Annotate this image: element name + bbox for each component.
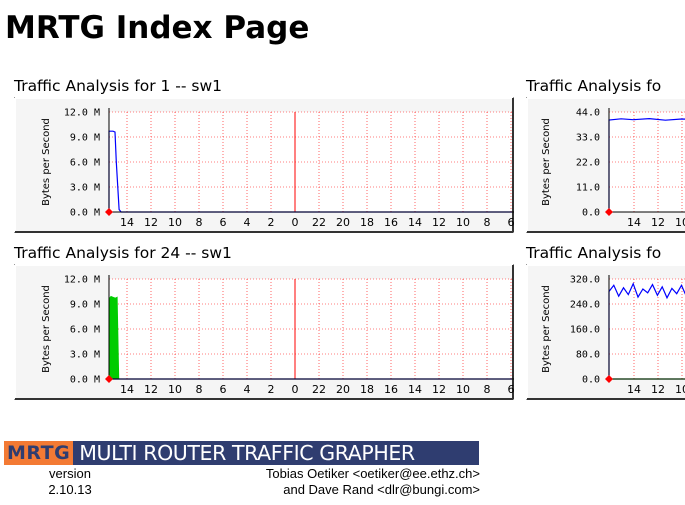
page-title: MRTG Index Page [5,10,310,46]
y-tick-label: 6.0 M [70,158,100,169]
y-tick-label: 80.0 [576,350,600,361]
x-tick-label: 14 [627,383,641,396]
y-tick-label: 9.0 M [70,133,100,144]
x-tick-label: 12 [651,383,665,396]
x-tick-label: 10 [168,383,182,396]
x-tick-label: 0 [292,383,299,396]
x-tick-label: 8 [196,383,203,396]
y-tick-label: 11.0 [576,183,600,194]
traffic-graph-port-24[interactable]: 12.0 M9.0 M6.0 M3.0 M0.0 M14 12 10 8 6 4 2 0 22 2… [14,264,514,400]
x-tick-label: 12 [432,216,446,229]
series-out-line [608,117,685,212]
panel-title-port-25[interactable]: Traffic Analysis fo [526,244,662,262]
y-axis-label: Bytes per Second [41,118,52,206]
x-tick-label: 8 [484,216,491,229]
x-tick-label: 6 [220,383,227,396]
x-tick-label: 14 [120,216,134,229]
y-axis-label: Bytes per Second [541,118,552,206]
x-tick-label: 12 [144,383,158,396]
x-tick-label: 14 [120,383,134,396]
panel-title-port-1[interactable]: Traffic Analysis for 1 -- sw1 [14,77,223,95]
origin-marker-icon [605,375,613,383]
x-tick-label: 6 [508,216,515,229]
x-tick-label: 2 [268,383,275,396]
x-tick-label: 8 [484,383,491,396]
origin-marker-icon [605,208,613,216]
logo-tagline: MULTI ROUTER TRAFFIC GRAPHER [73,441,479,465]
version-number: 2.10.13 [48,482,92,497]
x-tick-label: 10 [168,216,182,229]
panel-title-port-24[interactable]: Traffic Analysis for 24 -- sw1 [14,244,232,262]
y-tick-label: 320.0 [570,275,600,286]
author-line-1[interactable]: Tobias Oetiker <oetiker@ee.ethz.ch> [265,466,480,481]
origin-marker-icon [105,375,113,383]
y-tick-label: 0.0 [582,375,600,386]
x-tick-label: 6 [508,383,515,396]
x-tick-label: 12 [144,216,158,229]
x-tick-label: 12 [432,383,446,396]
x-tick-label: 4 [244,216,251,229]
series-in-area [108,295,120,380]
x-tick-label: 16 [384,216,398,229]
y-tick-label: 12.0 M [64,108,100,119]
y-tick-label: 3.0 M [70,350,100,361]
x-tick-label: 18 [360,216,374,229]
version-label: version [49,466,91,481]
x-tick-label: 20 [336,383,350,396]
x-tick-label: 10 [456,383,470,396]
x-tick-label: 6 [220,216,227,229]
y-tick-label: 0.0 M [70,208,100,219]
y-tick-label: 160.0 [570,325,600,336]
x-tick-label: 22 [312,383,326,396]
x-tick-label: 22 [312,216,326,229]
x-tick-label: 16 [384,383,398,396]
x-tick-label: 10 [456,216,470,229]
y-tick-label: 240.0 [570,300,600,311]
x-tick-label: 0 [292,216,299,229]
panel-title-port-2[interactable]: Traffic Analysis fo [526,77,662,95]
y-tick-label: 9.0 M [70,300,100,311]
x-tick-label: 18 [360,383,374,396]
mrtg-logo[interactable]: MRTG MULTI ROUTER TRAFFIC GRAPHER [4,441,479,465]
y-tick-label: 0.0 M [70,375,100,386]
x-tick-label: 10 [675,383,685,396]
x-tick-label: 12 [651,216,665,229]
x-tick-label: 14 [408,216,422,229]
plot-area [609,112,685,212]
x-tick-label: 14 [627,216,641,229]
y-axis-label: Bytes per Second [41,285,52,373]
traffic-graph-port-2[interactable]: 44.0 33.0 22.0 11.0 0.0 14 12 10 Bytes per Secon… [526,97,685,233]
y-tick-label: 22.0 [576,158,600,169]
x-tick-label: 8 [196,216,203,229]
y-tick-label: 12.0 M [64,275,100,286]
series-out-line [608,282,685,379]
x-tick-label: 2 [268,216,275,229]
y-tick-label: 3.0 M [70,183,100,194]
y-axis-label: Bytes per Second [541,285,552,373]
traffic-graph-port-25[interactable]: 320.0 240.0 160.0 80.0 0.0 14 12 10 Bytes per Se… [526,264,685,400]
x-tick-label: 4 [244,383,251,396]
y-tick-label: 6.0 M [70,325,100,336]
y-tick-label: 33.0 [576,133,600,144]
author-line-2[interactable]: and Dave Rand <dlr@bungi.com> [283,482,480,497]
logo-mrtg-word: MRTG [4,441,74,465]
author-credits: Tobias Oetiker <oetiker@ee.ethz.ch> and … [266,466,480,498]
origin-marker-icon [105,208,113,216]
x-tick-label: 10 [675,216,685,229]
y-tick-label: 44.0 [576,108,600,119]
version-block: version 2.10.13 [40,466,100,498]
traffic-graph-port-1[interactable]: 12.0 M9.0 M6.0 M3.0 M0.0 M14 12 10 8 6 4 2 0 22 2… [14,97,514,233]
x-tick-label: 14 [408,383,422,396]
y-tick-label: 0.0 [582,208,600,219]
x-tick-label: 20 [336,216,350,229]
